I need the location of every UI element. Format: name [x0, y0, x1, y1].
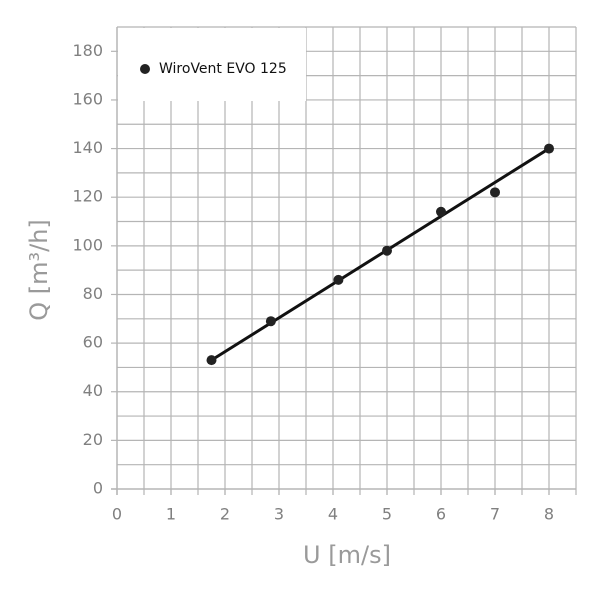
x-tick-label: 1 — [166, 505, 176, 524]
x-tick-label: 5 — [382, 505, 392, 524]
y-tick-label: 140 — [72, 138, 103, 157]
x-tick-label: 6 — [436, 505, 446, 524]
y-tick-label: 20 — [83, 430, 103, 449]
y-tick-label: 80 — [83, 284, 103, 303]
data-point — [333, 274, 344, 285]
y-axis-label: Q [m³/h] — [25, 219, 53, 321]
legend-label: WiroVent EVO 125 — [159, 61, 287, 77]
data-point — [382, 245, 392, 256]
x-axis-label: U [m/s] — [303, 541, 391, 569]
x-tick-label: 0 — [112, 505, 122, 524]
data-point — [206, 355, 217, 366]
y-tick-label: 0 — [93, 479, 103, 498]
legend-marker — [140, 64, 150, 74]
x-tick-label: 8 — [544, 505, 554, 524]
x-tick-label: 3 — [274, 505, 284, 524]
plot-area — [117, 27, 576, 489]
y-tick-label: 40 — [83, 381, 103, 400]
data-point — [436, 206, 446, 217]
x-tick-label: 7 — [490, 505, 500, 524]
y-tick-label: 60 — [83, 333, 103, 352]
data-point — [490, 187, 500, 198]
x-tick-label: 4 — [328, 505, 338, 524]
legend-box — [118, 28, 306, 101]
data-point — [544, 143, 554, 154]
data-point — [265, 316, 276, 327]
y-tick-label: 120 — [72, 187, 103, 206]
x-tick-label: 2 — [220, 505, 230, 524]
y-tick-label: 160 — [72, 89, 103, 108]
y-tick-label: 180 — [72, 41, 103, 60]
y-tick-label: 100 — [72, 235, 103, 254]
